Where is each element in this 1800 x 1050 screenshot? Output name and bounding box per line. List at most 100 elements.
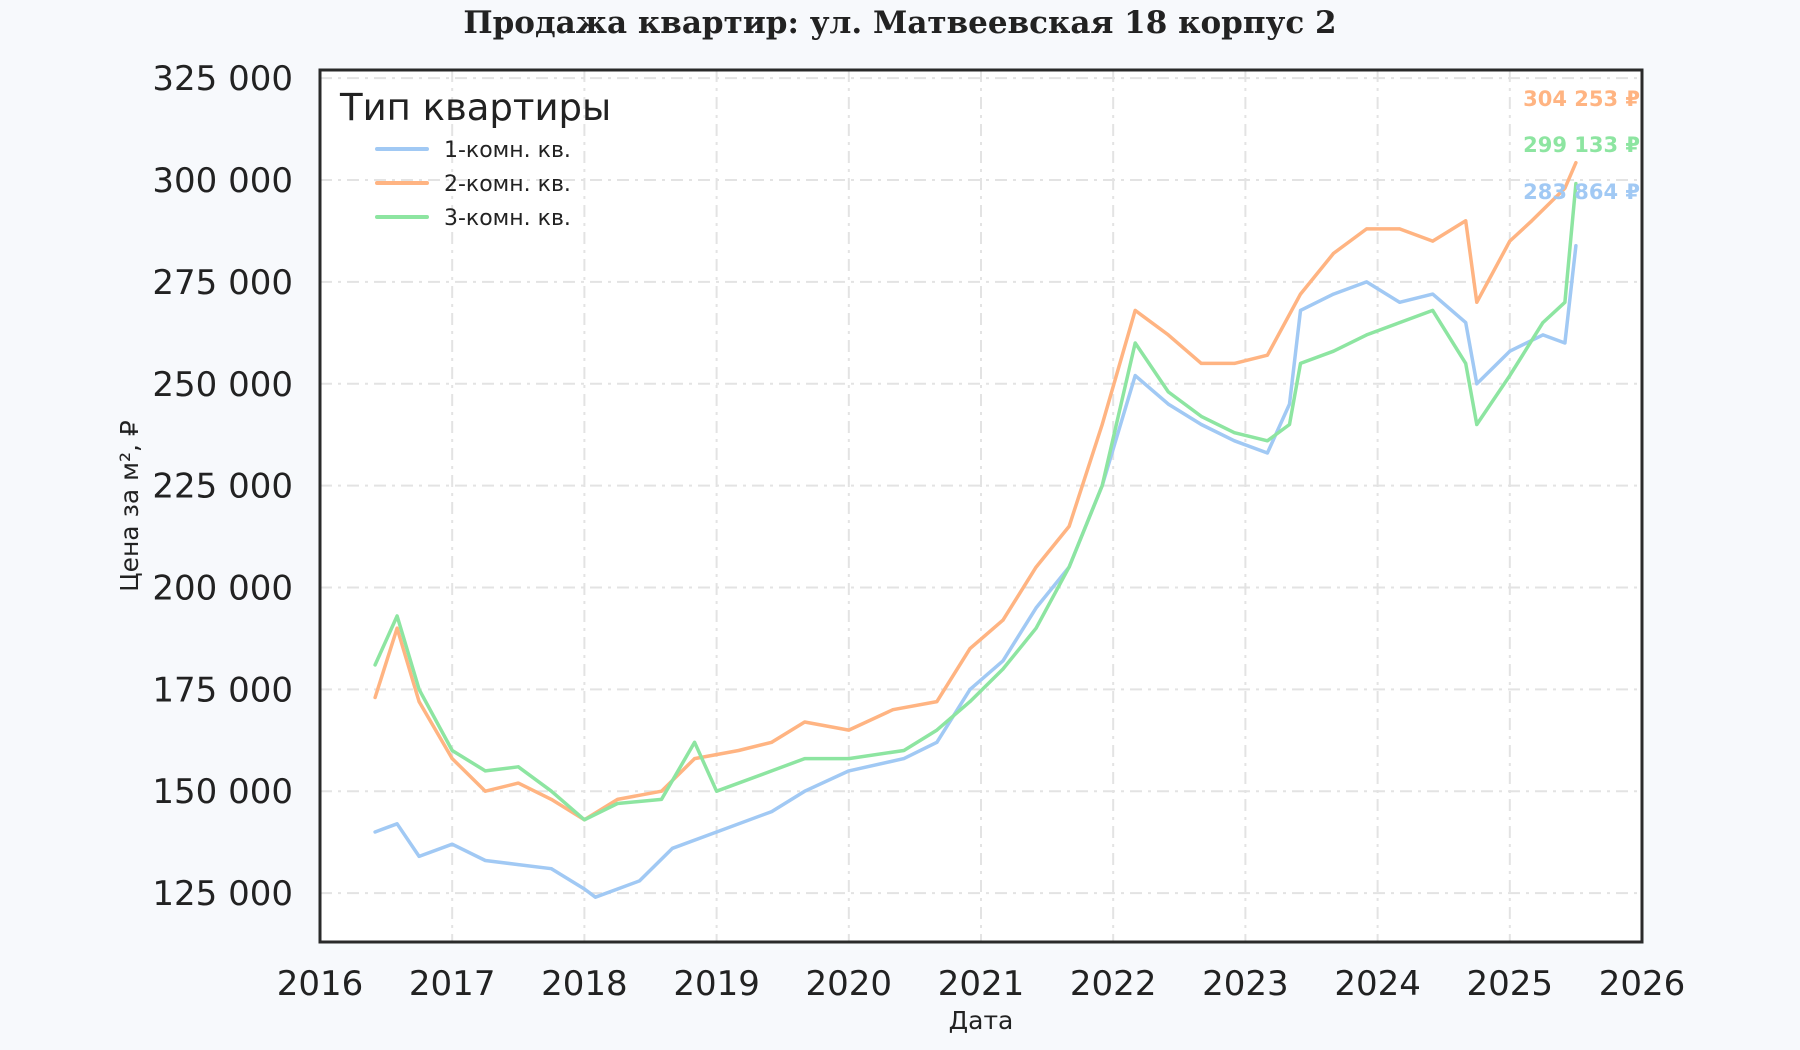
series-1-point xyxy=(1133,374,1137,378)
legend-label-2: 2-комн. кв. xyxy=(444,172,571,197)
series-1-point xyxy=(1332,292,1336,296)
series-2-point xyxy=(1100,423,1104,427)
series-3-point xyxy=(1067,565,1071,569)
series-1-point xyxy=(637,879,641,883)
series-2-point xyxy=(1365,227,1369,231)
series-2-point xyxy=(1034,565,1038,569)
series-1-point xyxy=(582,887,586,891)
y-tick-label: 325 000 xyxy=(152,59,293,99)
series-3-point xyxy=(660,797,664,801)
series-3-point xyxy=(1508,374,1512,378)
y-tick-label: 175 000 xyxy=(152,670,293,710)
series-3-point xyxy=(1199,414,1203,418)
series-2-point xyxy=(935,700,939,704)
series-2-point xyxy=(1398,227,1402,231)
y-tick-label: 250 000 xyxy=(152,365,293,405)
series-2-point xyxy=(1001,618,1005,622)
series-3-point xyxy=(1232,431,1236,435)
series-1-point xyxy=(483,859,487,863)
series-3-point xyxy=(693,740,697,744)
series-1-point xyxy=(1199,423,1203,427)
series-3-point xyxy=(803,757,807,761)
series-3-point xyxy=(483,769,487,773)
series-2-point xyxy=(1475,300,1479,304)
x-tick-label: 2023 xyxy=(1202,964,1289,1004)
series-lines xyxy=(373,160,1578,899)
series-1-point xyxy=(968,687,972,691)
series-2-point xyxy=(1265,353,1269,357)
series-3-point xyxy=(1541,321,1545,325)
series-3-point xyxy=(417,687,421,691)
series-1-point xyxy=(715,830,719,834)
series-2-point xyxy=(1298,292,1302,296)
series-2-point xyxy=(615,797,619,801)
series-3-point xyxy=(1574,182,1578,186)
y-axis-ticks: 125 000 150 000 175 000 200 000 225 000 250 0… xyxy=(152,59,293,914)
series-3-point xyxy=(715,789,719,793)
series-3-point xyxy=(902,748,906,752)
series-3-point xyxy=(770,769,774,773)
series-3-point xyxy=(582,818,586,822)
series-3-point xyxy=(1464,361,1468,365)
series-3-point xyxy=(450,748,454,752)
series-2-point xyxy=(516,781,520,785)
series-2-point xyxy=(803,720,807,724)
series-1-point xyxy=(1001,659,1005,663)
series-1-point xyxy=(1475,382,1479,386)
series-1-point xyxy=(1563,341,1567,345)
series-3-point xyxy=(1365,333,1369,337)
series-1-point xyxy=(1574,244,1578,248)
series-2-point xyxy=(1232,361,1236,365)
series-3-point xyxy=(1298,361,1302,365)
series-1-point xyxy=(770,810,774,814)
x-tick-label: 2021 xyxy=(938,964,1025,1004)
series-2-point xyxy=(549,797,553,801)
series-3-point xyxy=(549,789,553,793)
series-2-point xyxy=(737,748,741,752)
series-1-point xyxy=(1541,333,1545,337)
x-tick-label: 2024 xyxy=(1334,964,1421,1004)
x-tick-label: 2020 xyxy=(806,964,893,1004)
series-1-point xyxy=(373,830,377,834)
series-1-point xyxy=(1298,308,1302,312)
x-axis-label: Дата xyxy=(949,1006,1014,1035)
x-tick-label: 2022 xyxy=(1070,964,1157,1004)
series-2-point xyxy=(968,647,972,651)
series-1-point xyxy=(1365,280,1369,284)
series-3-point xyxy=(615,801,619,805)
series-2-point xyxy=(1431,239,1435,243)
series-3-point xyxy=(395,614,399,618)
series-1-point xyxy=(395,822,399,826)
series-2-point xyxy=(1332,251,1336,255)
end-value-label-2: 304 253 ₽ xyxy=(1523,87,1640,111)
series-1-point xyxy=(1508,349,1512,353)
x-tick-label: 2017 xyxy=(409,964,496,1004)
series-2-point xyxy=(1067,524,1071,528)
series-2-point xyxy=(483,789,487,793)
series-2-point xyxy=(1199,361,1203,365)
series-2-point xyxy=(1530,219,1534,223)
y-axis-label: Цена за м², ₽ xyxy=(115,420,144,592)
series-3-point xyxy=(1475,423,1479,427)
y-tick-label: 150 000 xyxy=(152,772,293,812)
series-1-point xyxy=(847,769,851,773)
series-3-point xyxy=(1265,439,1269,443)
series-2-point xyxy=(450,757,454,761)
y-tick-label: 225 000 xyxy=(152,467,293,507)
series-2-point xyxy=(1508,239,1512,243)
series-1-point xyxy=(935,740,939,744)
y-tick-label: 275 000 xyxy=(152,263,293,303)
series-1-point xyxy=(1464,321,1468,325)
series-1-point xyxy=(1166,402,1170,406)
y-tick-label: 200 000 xyxy=(152,568,293,608)
legend-label-3: 3-комн. кв. xyxy=(444,206,571,231)
series-2-point xyxy=(847,728,851,732)
series-2-point xyxy=(395,626,399,630)
x-tick-label: 2018 xyxy=(541,964,628,1004)
series-line-2 xyxy=(373,160,1578,822)
series-3-point xyxy=(1332,349,1336,353)
y-tick-label: 300 000 xyxy=(152,161,293,201)
x-axis-ticks: 2016 2017 2018 2019 2020 2021 2022 2023 2024 2025… xyxy=(277,964,1686,1004)
series-3-point xyxy=(1398,321,1402,325)
